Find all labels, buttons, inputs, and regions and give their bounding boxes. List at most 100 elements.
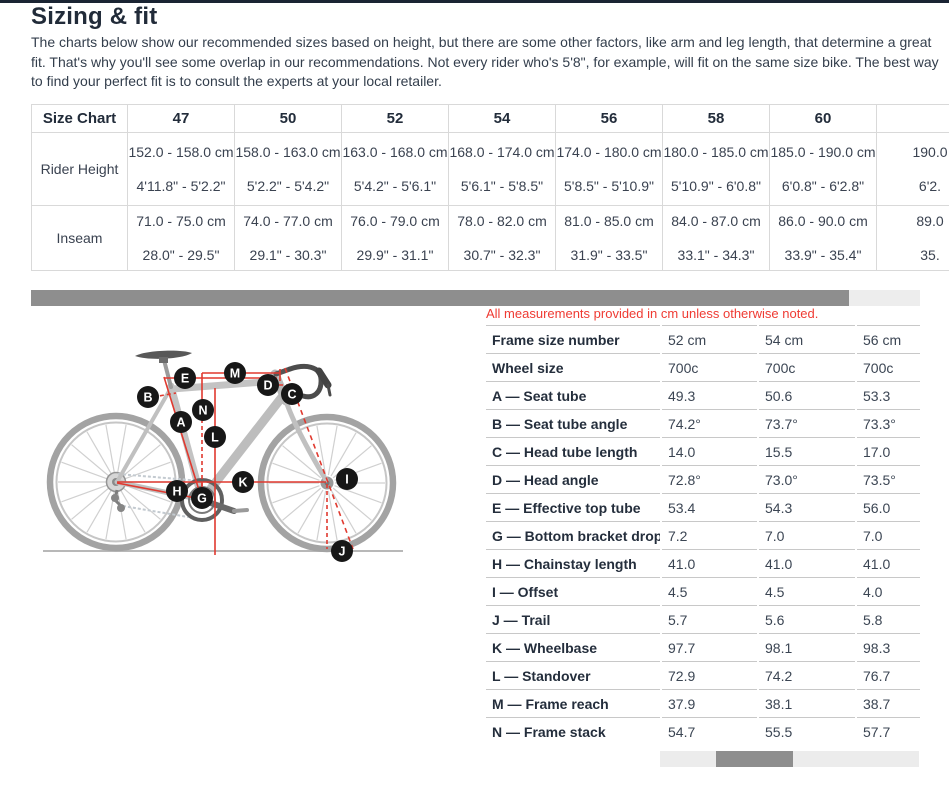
geometry-value-cell: 98.1 [759,633,855,661]
chain-bottom [122,505,201,520]
marker-circle-B [137,386,159,408]
size-chart-cell: 89.0 35. [876,205,949,271]
size-chart-size-header: 58 [662,104,770,133]
geometry-table-scrollbar-thumb[interactable] [716,751,793,767]
size-chart-size-header [876,104,949,133]
geometry-value-cell: 73.3° [857,409,920,437]
geometry-value-cell: 4.5 [662,577,757,605]
size-chart-cell: 71.0 - 75.0 cm 28.0" - 29.5" [127,205,235,271]
wheel-spoke [282,445,322,479]
size-chart-size-header: 47 [127,104,235,133]
geometry-row-label: C — Head tube length [486,437,660,465]
geometry-value-cell: 72.8° [662,465,757,493]
geometry-value-cell: 5.7 [662,605,757,633]
geometry-value-cell: 98.3 [857,633,920,661]
pedal [232,508,249,513]
geometry-value-cell: 4.5 [759,577,855,605]
geometry-value-cell: 76.7 [857,661,920,689]
wheel-spoke [272,485,320,504]
geometry-value-cell: 53.3 [857,381,920,409]
geometry-value-cell: 54 cm [759,325,855,353]
geometry-table-scrollbar[interactable] [660,751,919,767]
seatpost [162,358,173,389]
wheel-spoke [316,425,327,476]
geometry-row-label: D — Head angle [486,465,660,493]
wheel-spoke [121,486,161,520]
marker-letter-N: N [198,404,207,418]
geometry-value-cell: 4.0 [857,577,920,605]
geometry-value-cell: 54.7 [662,717,757,745]
geometry-value-cell: 74.2° [662,409,757,437]
marker-letter-L: L [211,431,219,445]
section-divider [0,0,949,3]
geometry-value-cell: 57.7 [857,717,920,745]
size-chart-cell: 84.0 - 87.0 cm 33.1" - 34.3" [662,205,770,271]
geometry-value-cell: 38.1 [759,689,855,717]
wheel-spoke [86,488,113,533]
marker-letter-B: B [143,391,152,405]
geometry-value-cell: 50.6 [759,381,855,409]
fork [283,398,329,483]
geometry-value-cell: 52 cm [662,325,757,353]
geometry-row: B — Seat tube angle 74.2° 73.7° 73.3° [486,409,920,437]
geometry-value-cell: 41.0 [662,549,757,577]
geometry-value-cell: 14.0 [662,437,757,465]
geometry-row-label: G — Bottom bracket drop [486,521,660,549]
wheel-spoke [71,486,111,520]
geometry-value-cell: 55.5 [759,717,855,745]
wheel-spoke [71,444,111,478]
size-chart-size-header: 56 [555,104,663,133]
geometry-value-cell: 41.0 [759,549,855,577]
wheel-spoke [327,425,338,476]
geometry-row: G — Bottom bracket drop 7.2 7.0 7.0 [486,521,920,549]
wheel-spoke [272,462,320,481]
size-chart-size-header: 50 [234,104,342,133]
geometry-value-cell: 56 cm [857,325,920,353]
geometry-value-cell: 7.0 [857,521,920,549]
wheel-spoke [105,424,116,475]
marker-circle-I [336,468,358,490]
wheel-spoke [330,432,357,477]
geometry-row-label: N — Frame stack [486,717,660,745]
geometry-row: A — Seat tube 49.3 50.6 53.3 [486,381,920,409]
size-chart-cell: 185.0 - 190.0 cm 6'0.8" - 6'2.8" [769,132,877,206]
size-chart-cell: 74.0 - 77.0 cm 29.1" - 30.3" [234,205,342,271]
geometry-value-cell: 7.0 [759,521,855,549]
geometry-value-cell: 38.7 [857,689,920,717]
geometry-row: C — Head tube length 14.0 15.5 17.0 [486,437,920,465]
geometry-row-label: H — Chainstay length [486,549,660,577]
geometry-row: H — Chainstay length 41.0 41.0 41.0 [486,549,920,577]
intro-text: The charts below show our recommended si… [31,34,939,89]
chain-top [117,473,203,482]
geometry-value-cell: 41.0 [857,549,920,577]
wheel-spoke [297,489,324,534]
geometry-value-cell: 5.8 [857,605,920,633]
size-chart-cell: 168.0 - 174.0 cm 5'6.1" - 5'8.5" [448,132,556,206]
geometry-value-cell: 74.2 [759,661,855,689]
marker-letter-G: G [197,492,207,506]
geometry-row: J — Trail 5.7 5.6 5.8 [486,605,920,633]
marker-circle-N [192,399,214,421]
size-chart-cell: 174.0 - 180.0 cm 5'8.5" - 5'10.9" [555,132,663,206]
geometry-row: Wheel size 700c 700c 700c [486,353,920,381]
size-chart-scrollbar[interactable] [31,290,920,306]
size-chart-corner-label: Size Chart [31,104,128,133]
geometry-row: N — Frame stack 54.7 55.5 57.7 [486,717,920,745]
geometry-value-cell: 15.5 [759,437,855,465]
marker-circle-G [191,487,213,509]
marker-letter-D: D [263,379,272,393]
size-chart-table: Size Chart 47 50 52 54 56 58 60 Rider Height 152.… [31,104,949,271]
geometry-value-cell: 7.2 [662,521,757,549]
marker-letter-J: J [339,545,346,559]
marker-circle-E [174,367,196,389]
size-chart-row-label: Inseam [31,205,128,271]
geometry-value-cell: 73.7° [759,409,855,437]
geometry-row-label: Wheel size [486,353,660,381]
geometry-row: I — Offset 4.5 4.5 4.0 [486,577,920,605]
wheel-spoke [316,490,327,541]
geometry-row: Frame size number 52 cm 54 cm 56 cm [486,325,920,353]
size-chart-scrollbar-thumb[interactable] [31,290,849,306]
marker-letter-I: I [345,473,348,487]
geometry-row-label: I — Offset [486,577,660,605]
size-chart-cell: 158.0 - 163.0 cm 5'2.2" - 5'4.2" [234,132,342,206]
